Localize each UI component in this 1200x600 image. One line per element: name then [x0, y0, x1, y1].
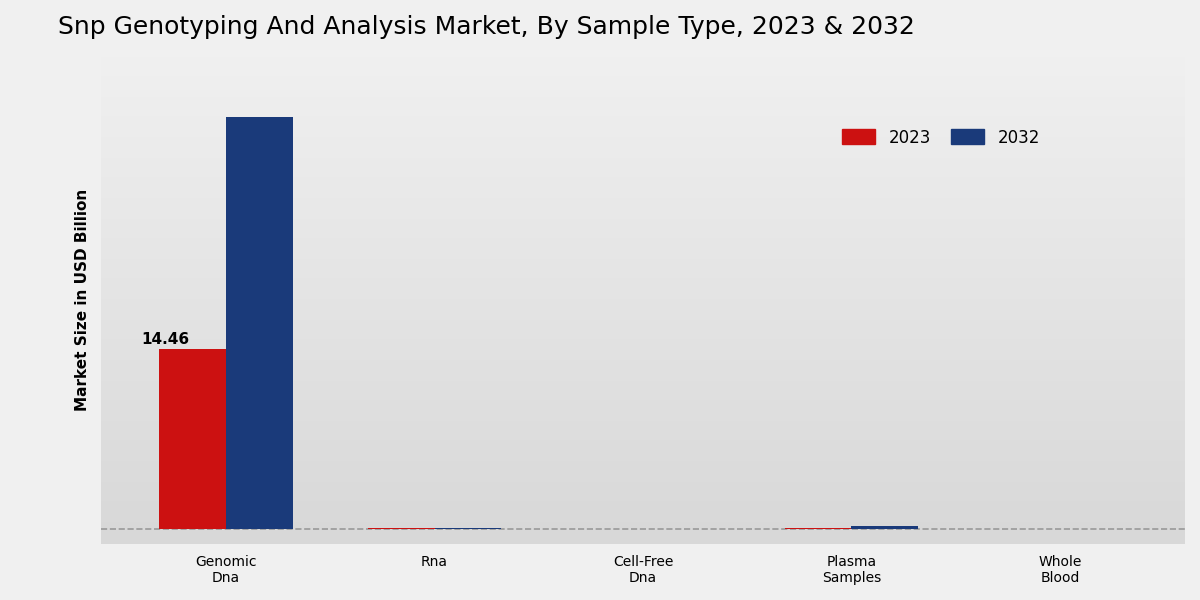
Bar: [160, 349, 226, 529]
Y-axis label: Market Size in USD Billion: Market Size in USD Billion: [74, 188, 90, 411]
Bar: [852, 526, 918, 529]
Text: 14.46: 14.46: [142, 332, 190, 347]
Legend: 2023, 2032: 2023, 2032: [835, 122, 1046, 153]
Bar: [434, 528, 502, 529]
Text: Snp Genotyping And Analysis Market, By Sample Type, 2023 & 2032: Snp Genotyping And Analysis Market, By S…: [58, 15, 914, 39]
Bar: [226, 117, 293, 529]
Bar: [785, 528, 852, 529]
